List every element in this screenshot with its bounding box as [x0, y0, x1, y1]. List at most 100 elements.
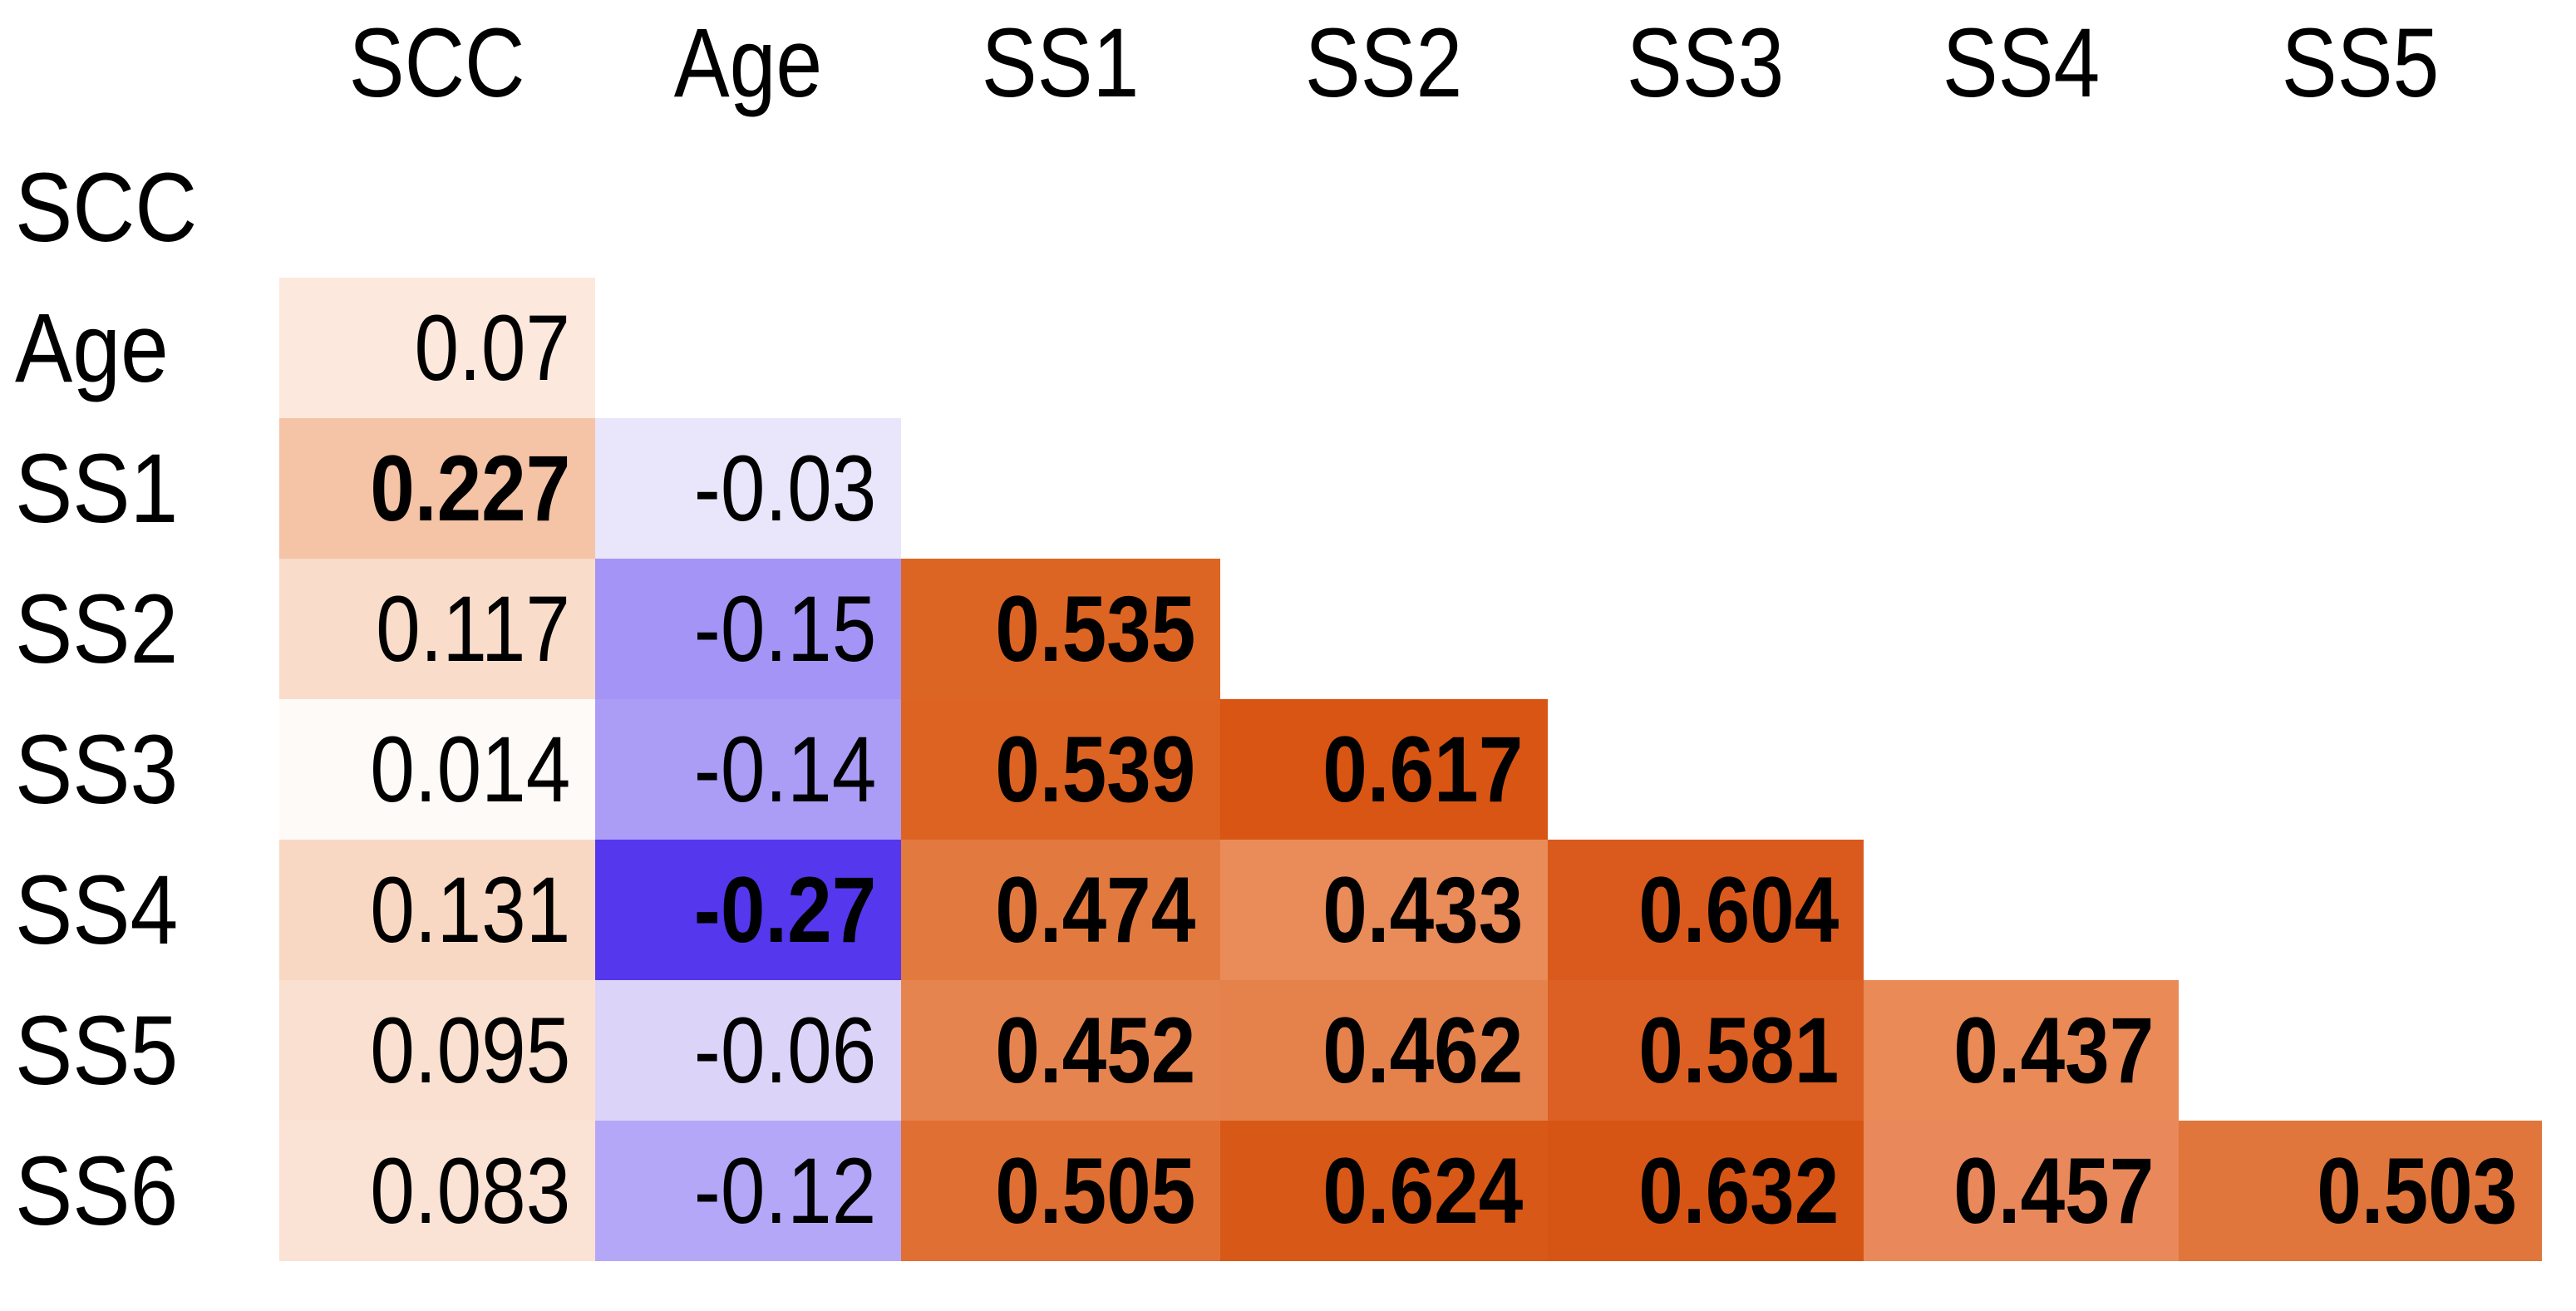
matrix-cell-ss6-ss4-text: 0.457: [1953, 1138, 2154, 1243]
row-label-ss2-text: SS2: [15, 574, 179, 684]
column-header-ss1: SS1: [901, 0, 1220, 137]
matrix-cell-ss2-scc-text: 0.117: [376, 576, 570, 681]
row-label-ss5: SS5: [8, 980, 279, 1121]
empty-cell: [1864, 840, 2179, 980]
empty-cell: [1548, 278, 1864, 418]
empty-cell: [1220, 278, 1548, 418]
heatmap-grid: SCC Age SS1 SS2 SS3 SS4 SS5 SCC Age 0.07 SS1 0.227 -…: [8, 0, 2576, 1261]
matrix-cell-ss3-age-text: -0.14: [693, 717, 876, 821]
row-label-ss3-text: SS3: [15, 714, 179, 825]
matrix-cell-ss5-age-text: -0.06: [693, 998, 876, 1102]
row-label-ss2: SS2: [8, 559, 279, 699]
column-header-ss4: SS4: [1864, 0, 2179, 137]
matrix-cell-ss1-scc-text: 0.227: [369, 436, 570, 540]
matrix-cell-ss5-ss3: 0.581: [1548, 980, 1864, 1121]
matrix-cell-ss3-ss1-text: 0.539: [994, 717, 1195, 821]
matrix-cell-ss1-age: -0.03: [595, 418, 901, 559]
column-header-ss3: SS3: [1548, 0, 1864, 137]
empty-cell: [1220, 137, 1548, 278]
column-header-ss1-text: SS1: [982, 7, 1140, 118]
matrix-cell-age-scc: 0.07: [279, 278, 595, 418]
column-header-age: Age: [595, 0, 901, 137]
matrix-cell-ss3-age: -0.14: [595, 699, 901, 840]
empty-cell: [1548, 699, 1864, 840]
empty-cell: [1220, 559, 1548, 699]
empty-cell: [279, 137, 595, 278]
empty-cell: [1864, 418, 2179, 559]
empty-cell: [1548, 137, 1864, 278]
matrix-cell-ss6-ss2-text: 0.624: [1322, 1138, 1523, 1243]
column-header-ss4-text: SS4: [1942, 7, 2101, 118]
empty-cell: [1548, 418, 1864, 559]
matrix-cell-ss4-ss2: 0.433: [1220, 840, 1548, 980]
matrix-cell-ss2-age-text: -0.15: [693, 576, 876, 681]
matrix-cell-ss4-scc: 0.131: [279, 840, 595, 980]
matrix-cell-ss6-ss5-text: 0.503: [2316, 1138, 2517, 1243]
empty-cell: [2179, 699, 2542, 840]
matrix-cell-ss4-ss1-text: 0.474: [994, 857, 1195, 962]
matrix-cell-ss4-age: -0.27: [595, 840, 901, 980]
column-header-ss2-text: SS2: [1305, 7, 1463, 118]
matrix-cell-ss5-scc: 0.095: [279, 980, 595, 1121]
matrix-cell-ss6-age-text: -0.12: [693, 1138, 876, 1243]
column-header-scc-text: SCC: [349, 7, 525, 118]
matrix-cell-ss3-scc-text: 0.014: [369, 717, 570, 821]
matrix-cell-age-scc-text: 0.07: [414, 295, 570, 400]
matrix-cell-ss2-age: -0.15: [595, 559, 901, 699]
matrix-cell-ss4-ss1: 0.474: [901, 840, 1220, 980]
corner-cell: [8, 0, 279, 137]
empty-cell: [1220, 418, 1548, 559]
row-label-ss1: SS1: [8, 418, 279, 559]
matrix-cell-ss1-age-text: -0.03: [693, 436, 876, 540]
matrix-cell-ss4-ss3-text: 0.604: [1638, 857, 1839, 962]
matrix-cell-ss6-ss1: 0.505: [901, 1121, 1220, 1261]
matrix-cell-ss5-age: -0.06: [595, 980, 901, 1121]
row-label-ss4-text: SS4: [15, 855, 179, 965]
empty-cell: [901, 278, 1220, 418]
empty-cell: [2179, 418, 2542, 559]
empty-cell: [595, 278, 901, 418]
empty-cell: [901, 418, 1220, 559]
empty-cell: [2179, 559, 2542, 699]
matrix-cell-ss5-ss4: 0.437: [1864, 980, 2179, 1121]
matrix-cell-ss5-ss3-text: 0.581: [1638, 998, 1839, 1102]
matrix-cell-ss4-ss2-text: 0.433: [1322, 857, 1523, 962]
matrix-cell-ss5-ss2-text: 0.462: [1322, 998, 1523, 1102]
matrix-cell-ss6-age: -0.12: [595, 1121, 901, 1261]
matrix-cell-ss6-ss4: 0.457: [1864, 1121, 2179, 1261]
matrix-cell-ss3-ss1: 0.539: [901, 699, 1220, 840]
empty-cell: [1548, 559, 1864, 699]
matrix-cell-ss6-ss2: 0.624: [1220, 1121, 1548, 1261]
empty-cell: [595, 137, 901, 278]
row-label-ss1-text: SS1: [15, 433, 179, 544]
row-label-age: Age: [8, 278, 279, 418]
row-label-ss6-text: SS6: [15, 1136, 179, 1246]
empty-cell: [901, 137, 1220, 278]
matrix-cell-ss5-ss1: 0.452: [901, 980, 1220, 1121]
matrix-cell-ss1-scc: 0.227: [279, 418, 595, 559]
column-header-ss2: SS2: [1220, 0, 1548, 137]
matrix-cell-ss2-scc: 0.117: [279, 559, 595, 699]
matrix-cell-ss6-ss1-text: 0.505: [994, 1138, 1195, 1243]
matrix-cell-ss2-ss1-text: 0.535: [994, 576, 1195, 681]
empty-cell: [2179, 278, 2542, 418]
column-header-ss3-text: SS3: [1627, 7, 1785, 118]
matrix-cell-ss3-scc: 0.014: [279, 699, 595, 840]
matrix-cell-ss2-ss1: 0.535: [901, 559, 1220, 699]
matrix-cell-ss6-ss3-text: 0.632: [1638, 1138, 1839, 1243]
matrix-cell-ss6-scc: 0.083: [279, 1121, 595, 1261]
empty-cell: [1864, 137, 2179, 278]
matrix-cell-ss4-ss3: 0.604: [1548, 840, 1864, 980]
row-label-scc-text: SCC: [15, 152, 198, 263]
matrix-cell-ss3-ss2: 0.617: [1220, 699, 1548, 840]
matrix-cell-ss4-age-text: -0.27: [693, 857, 876, 962]
matrix-cell-ss3-ss2-text: 0.617: [1322, 717, 1523, 821]
column-header-age-text: Age: [673, 7, 823, 118]
column-header-ss5: SS5: [2179, 0, 2542, 137]
row-label-ss5-text: SS5: [15, 995, 179, 1106]
row-label-ss4: SS4: [8, 840, 279, 980]
empty-cell: [2179, 840, 2542, 980]
matrix-cell-ss6-scc-text: 0.083: [369, 1138, 570, 1243]
row-label-ss6: SS6: [8, 1121, 279, 1261]
